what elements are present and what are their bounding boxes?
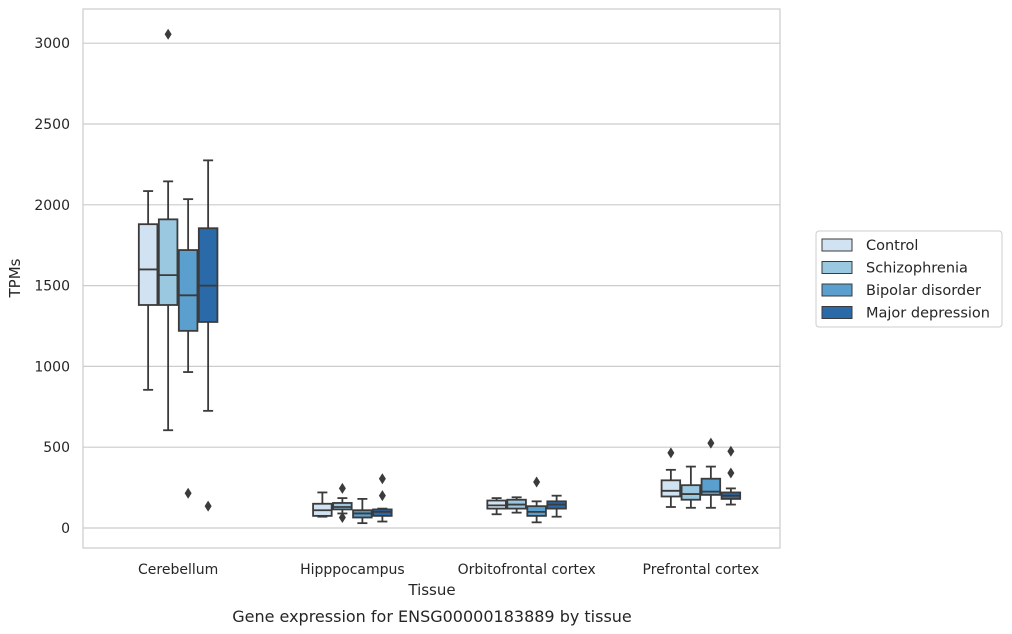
legend-label: Control [866, 238, 918, 254]
x-tick-label: Cerebellum [138, 562, 218, 578]
box-bipolar-disorder [352, 498, 373, 525]
box-control [660, 447, 682, 508]
y-tick-label: 2000 [34, 198, 70, 214]
y-tick-label: 1500 [34, 279, 70, 295]
outlier-marker [378, 490, 386, 502]
box-groups [137, 28, 742, 525]
outlier-marker [727, 467, 735, 479]
y-axis-title: TPMs [6, 258, 24, 298]
legend-label: Schizophrenia [866, 261, 968, 277]
outlier-marker [378, 473, 386, 485]
legend-swatch [821, 238, 853, 252]
legend-label: Bipolar disorder [866, 283, 981, 299]
box-major-depression [197, 159, 219, 512]
outlier-marker [338, 511, 346, 523]
box-schizophrenia [332, 482, 353, 523]
y-tick-label: 3000 [34, 36, 70, 52]
legend-swatch [821, 306, 853, 319]
chart-caption: Gene expression for ENSG00000183889 by t… [232, 607, 632, 626]
box-bipolar-disorder [700, 437, 722, 509]
outlier-marker [184, 487, 192, 499]
box-iqr [660, 479, 682, 498]
outlier-marker [707, 437, 715, 449]
box-iqr [157, 218, 179, 306]
box-control [137, 190, 159, 391]
x-tick-label: Hipppocampus [300, 562, 405, 578]
legend-label: Major depression [866, 306, 990, 322]
plot-area-frame [82, 8, 781, 549]
x-axis-title: Tissue [407, 581, 455, 599]
box-bipolar-disorder [526, 476, 547, 524]
box-control [486, 497, 507, 516]
y-tick-label: 2500 [34, 117, 70, 133]
outlier-marker [667, 447, 675, 459]
y-tick-label: 500 [43, 440, 70, 456]
box-schizophrenia [157, 28, 179, 432]
box-iqr [197, 227, 219, 323]
outlier-marker [727, 445, 735, 457]
box-major-depression [546, 494, 567, 518]
box-iqr [680, 484, 702, 501]
box-iqr [177, 249, 199, 332]
box-bipolar-disorder [177, 198, 199, 499]
legend-swatch [821, 283, 853, 297]
y-tick-labels: 0 500 1000 1500 2000 2500 3000 [34, 36, 70, 537]
outlier-marker [204, 500, 212, 512]
legend-swatch [821, 261, 853, 274]
outlier-marker [164, 28, 172, 40]
legend-frame [815, 230, 1003, 328]
x-tick-label: Prefrontal cortex [643, 562, 760, 578]
legend: Control Schizophrenia Bipolar disorder Majo… [815, 230, 1003, 328]
y-tick-label: 1000 [34, 359, 70, 375]
box-schizophrenia [506, 496, 527, 514]
outlier-marker [338, 482, 346, 494]
x-tick-labels: Cerebellum Hipppocampus Orbitofrontal cort… [138, 562, 759, 578]
box-major-depression [372, 473, 393, 523]
outlier-marker [533, 476, 541, 488]
y-tick-label: 0 [61, 521, 70, 537]
x-tick-label: Orbitofrontal cortex [458, 562, 596, 578]
box-iqr [137, 223, 159, 306]
box-control [312, 491, 333, 518]
box-major-depression [720, 445, 742, 506]
box-schizophrenia [680, 465, 702, 509]
